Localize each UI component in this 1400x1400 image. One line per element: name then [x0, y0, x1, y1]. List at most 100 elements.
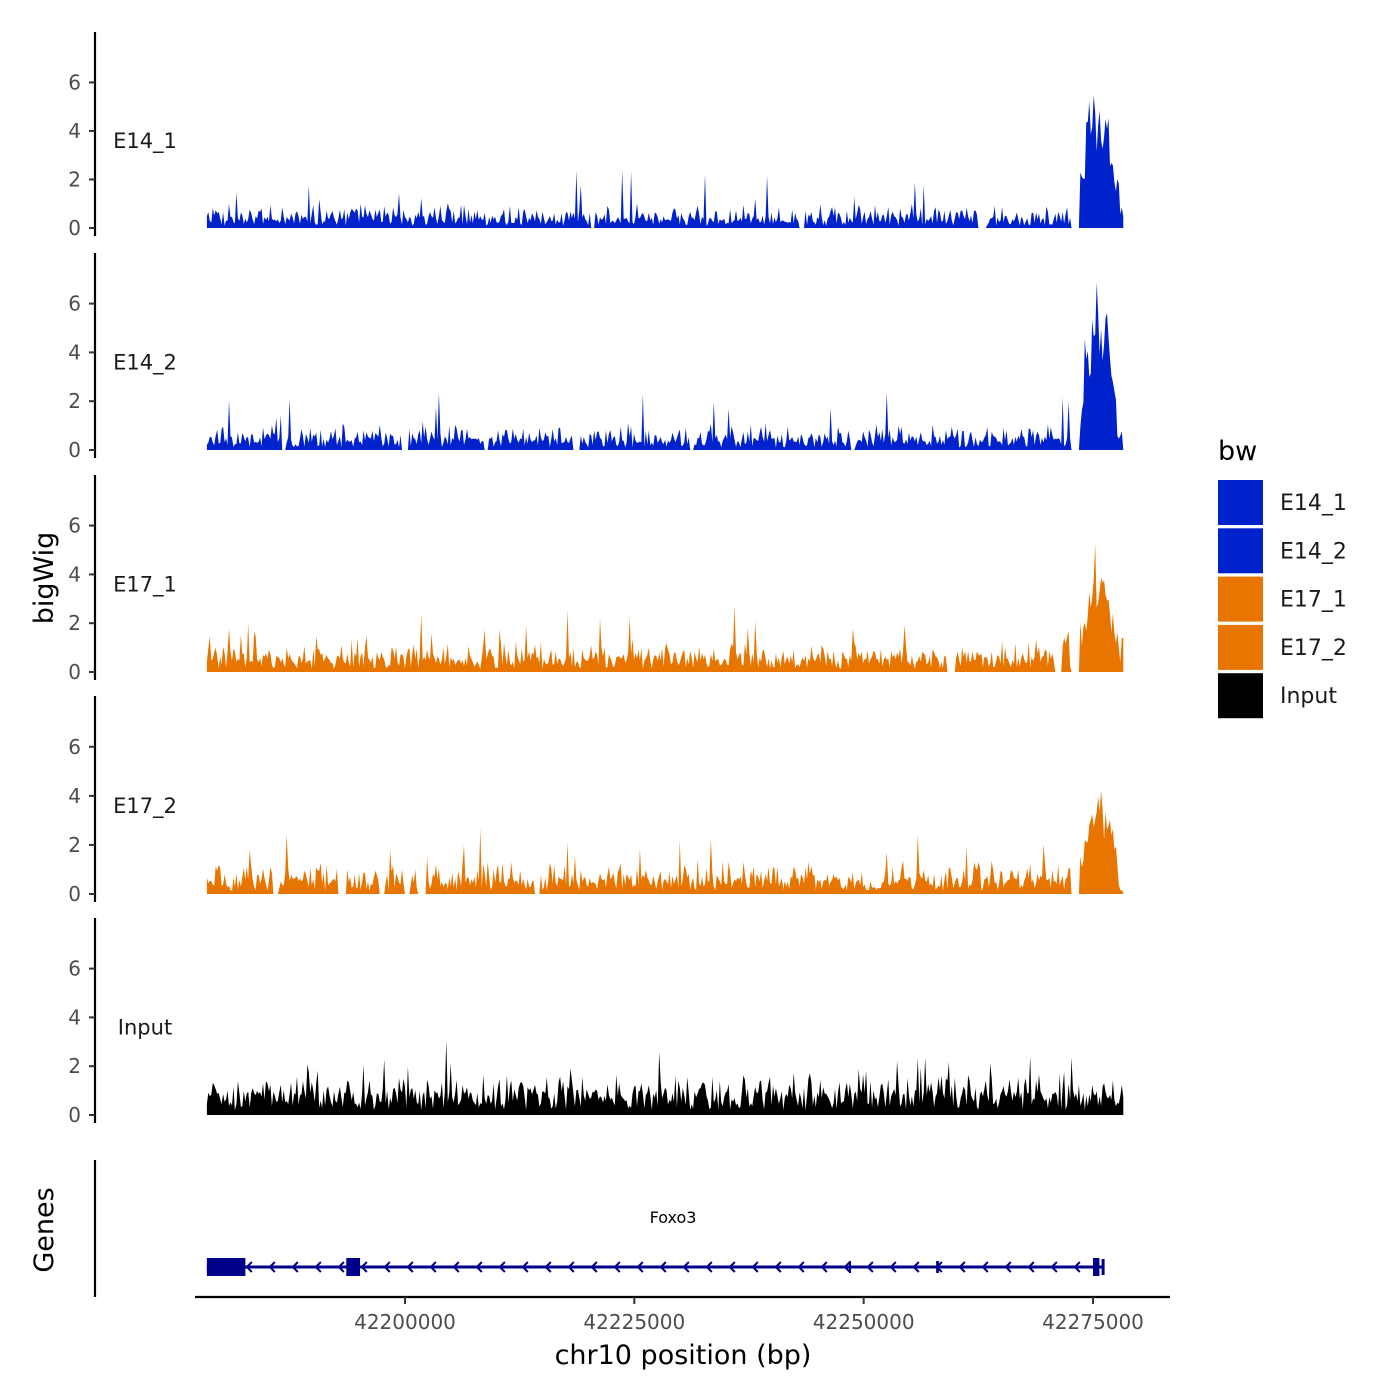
gene-name-label: Foxo3 [650, 1208, 697, 1227]
strand-arrow [613, 1261, 621, 1273]
y-tick-label: 2 [68, 389, 81, 413]
x-axis-title: chr10 position (bp) [555, 1340, 812, 1371]
strand-arrow [337, 1261, 345, 1273]
strand-arrow [889, 1261, 897, 1273]
strand-arrow [843, 1261, 851, 1273]
y-tick-label: 0 [68, 216, 81, 240]
coverage-tracks: 0 2 4 6 E14_1 0 2 4 6 E14_2 0 2 4 6 E17_1 0 2 4 6 E17_2 0 2 4 6… [68, 32, 1124, 1127]
track-label: E14_2 [113, 350, 177, 375]
legend-entry-e14-2: E14_2 [1218, 528, 1347, 574]
legend-entry-input: Input [1218, 673, 1337, 719]
legend-entry-e17-2: E17_2 [1218, 624, 1347, 670]
track-e17-2: 0 2 4 6 E17_2 [68, 696, 1124, 906]
track-label: E17_1 [113, 572, 177, 597]
exon [848, 1261, 851, 1273]
strand-arrow [774, 1261, 782, 1273]
strand-arrow [567, 1261, 575, 1273]
y-tick-label: 4 [68, 119, 81, 143]
strand-arrow [1027, 1261, 1035, 1273]
coverage-area-e14-2 [206, 282, 1124, 450]
track-label: E17_2 [113, 794, 177, 819]
legend-label: E17_1 [1280, 588, 1347, 613]
strand-arrow [406, 1261, 414, 1273]
legend-label: E14_2 [1280, 539, 1347, 564]
strand-arrow [820, 1261, 828, 1273]
strand-arrow [314, 1261, 322, 1273]
gene-panel: Foxo3 [93, 1160, 1105, 1297]
legend: bw E14_1 E14_2 E17_1 E17_2 Input [1218, 436, 1347, 719]
x-tick-label: 42250000 [813, 1310, 915, 1334]
legend-entry-e17-1: E17_1 [1218, 576, 1347, 622]
strand-arrow [728, 1261, 736, 1273]
y-tick-label: 2 [68, 167, 81, 191]
strand-arrow [360, 1261, 368, 1273]
strand-arrow [797, 1261, 805, 1273]
strand-arrow [291, 1261, 299, 1273]
strand-arrow [498, 1261, 506, 1273]
strand-arrow [958, 1261, 966, 1273]
strand-arrow [544, 1261, 552, 1273]
exon [346, 1258, 361, 1276]
legend-title: bw [1218, 436, 1257, 467]
y-tick-label: 6 [68, 735, 81, 759]
strand-arrow [521, 1261, 529, 1273]
x-tick-label: 42200000 [354, 1310, 456, 1334]
y-axis-title: bigWig [29, 532, 60, 625]
legend-label: E17_2 [1280, 636, 1347, 661]
strand-arrow [912, 1261, 920, 1273]
track-label: E14_1 [113, 129, 177, 154]
y-tick-label: 2 [68, 833, 81, 857]
track-label: Input [118, 1015, 172, 1039]
track-input: 0 2 4 6 Input [68, 918, 1124, 1127]
x-tick-label: 42225000 [583, 1310, 685, 1334]
strand-arrow [751, 1261, 759, 1273]
y-tick-label: 6 [68, 957, 81, 981]
legend-label: Input [1280, 684, 1337, 709]
y-tick-label: 0 [68, 660, 81, 684]
legend-swatch [1218, 624, 1263, 670]
strand-arrow [1050, 1261, 1058, 1273]
exon [1093, 1258, 1100, 1276]
x-axis: 42200000 42225000 42250000 42275000 [195, 1295, 1170, 1334]
strand-arrow [705, 1261, 713, 1273]
y-tick-label: 6 [68, 70, 81, 94]
strand-arrow [1004, 1261, 1012, 1273]
y-tick-label: 0 [68, 882, 81, 906]
track-e17-1: 0 2 4 6 E17_1 [68, 475, 1124, 684]
strand-arrow [866, 1261, 874, 1273]
y-tick-label: 0 [68, 438, 81, 462]
track-e14-1: 0 2 4 6 E14_1 [68, 32, 1124, 240]
y-tick-label: 2 [68, 611, 81, 635]
strand-arrow [429, 1261, 437, 1273]
gene-panel-title: Genes [29, 1187, 60, 1272]
strand-arrow [981, 1261, 989, 1273]
track-e14-2: 0 2 4 6 E14_2 [68, 253, 1124, 462]
coverage-area-e14-1 [206, 95, 1124, 229]
legend-entry-e14-1: E14_1 [1218, 480, 1347, 525]
exon [936, 1261, 939, 1273]
strand-arrow [636, 1261, 644, 1273]
legend-swatch [1218, 576, 1263, 622]
legend-swatch [1218, 528, 1263, 574]
coverage-area-e17-1 [206, 543, 1124, 672]
strand-arrow [682, 1261, 690, 1273]
strand-arrow [590, 1261, 598, 1273]
legend-label: E14_1 [1280, 491, 1347, 516]
strand-arrow [475, 1261, 483, 1273]
legend-swatch [1218, 480, 1263, 525]
strand-arrow [268, 1261, 276, 1273]
strand-arrow [1073, 1261, 1081, 1273]
strand-arrow [245, 1261, 253, 1273]
coverage-area-input [206, 1040, 1124, 1115]
x-tick-label: 42275000 [1042, 1310, 1144, 1334]
y-tick-label: 4 [68, 1005, 81, 1029]
coverage-area-e17-2 [206, 790, 1124, 894]
y-tick-label: 0 [68, 1103, 81, 1127]
strand-arrow [659, 1261, 667, 1273]
y-tick-label: 4 [68, 562, 81, 586]
exon [206, 1258, 246, 1276]
strand-arrow [383, 1261, 391, 1273]
y-tick-label: 4 [68, 784, 81, 808]
y-tick-label: 4 [68, 340, 81, 364]
